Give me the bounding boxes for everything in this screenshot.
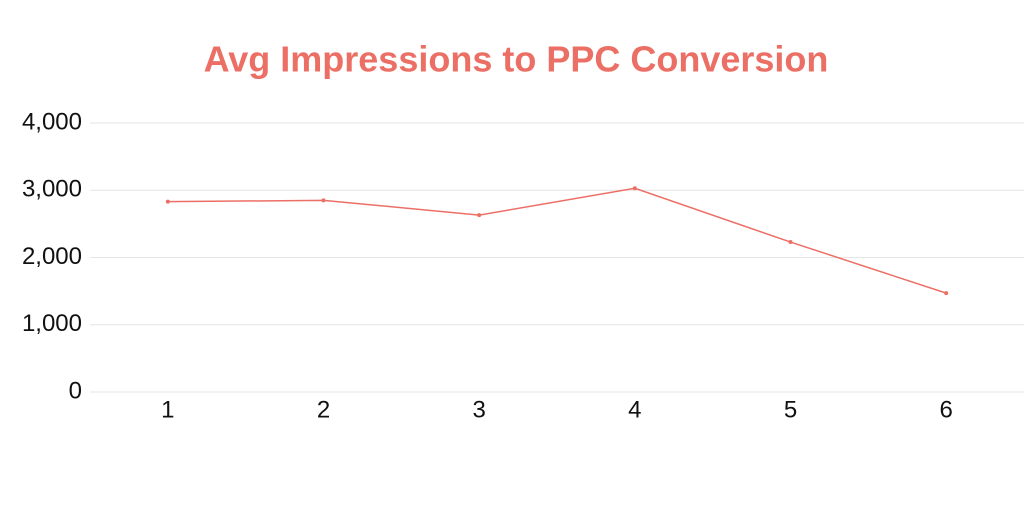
x-tick-label: 2 <box>317 396 330 423</box>
point <box>788 240 793 245</box>
y-tick-label: 0 <box>69 377 82 404</box>
point <box>632 186 637 191</box>
x-tick-label: 4 <box>628 396 641 423</box>
x-tick-label: 5 <box>784 396 797 423</box>
point <box>477 213 482 218</box>
y-tick-label: 4,000 <box>22 108 82 135</box>
x-tick-label: 6 <box>939 396 952 423</box>
point <box>321 198 326 203</box>
x-tick-label: 1 <box>161 396 174 423</box>
point <box>165 199 170 204</box>
y-tick-label: 3,000 <box>22 176 82 203</box>
point <box>944 291 949 296</box>
line <box>167 187 947 294</box>
y-tick-label: 1,000 <box>22 310 82 337</box>
x-tick-label: 3 <box>472 396 485 423</box>
chart-title: Avg Impressions to PPC Conversion <box>204 39 829 80</box>
y-tick-label: 2,000 <box>22 243 82 270</box>
